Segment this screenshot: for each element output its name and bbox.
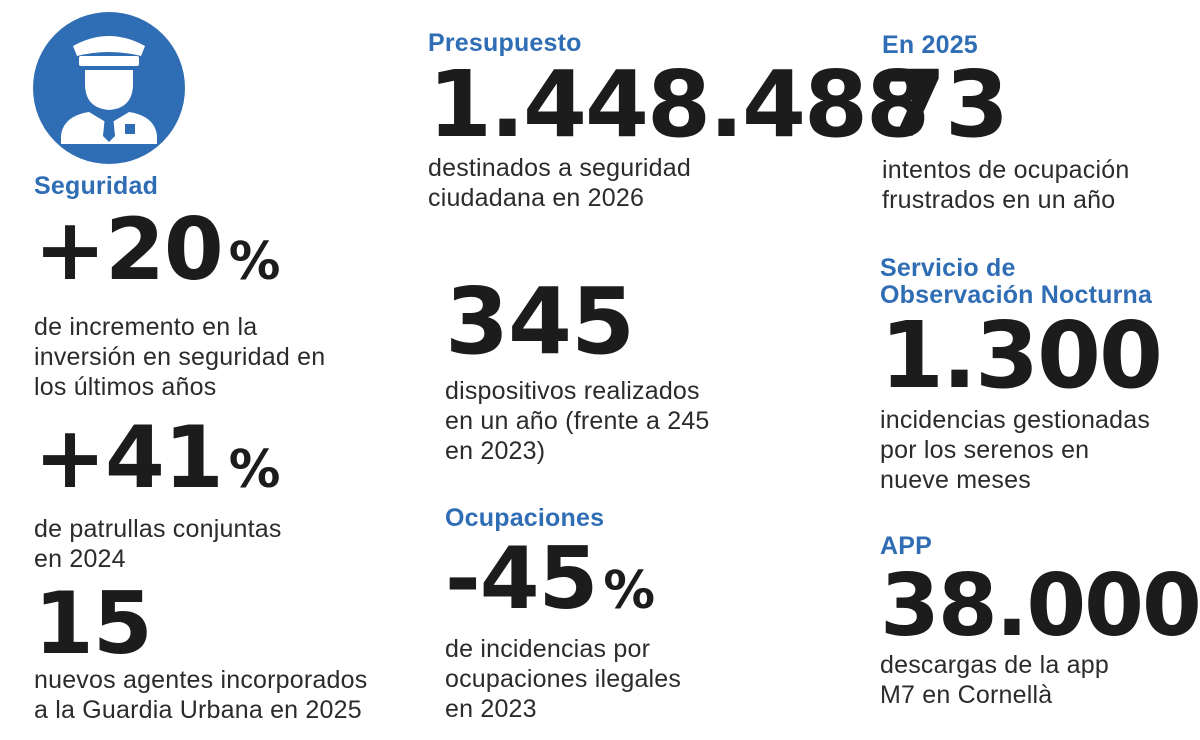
stat-value: +20% <box>34 200 281 300</box>
stat-value: 1.300 <box>880 302 1163 409</box>
stat-label: APP <box>880 532 933 560</box>
stat-description: intentos de ocupación frustrados en un a… <box>882 156 1130 214</box>
stat-value: 38.000 <box>880 556 1200 656</box>
stat-dispositivos: 345 dispositivos realizados en un año (f… <box>445 268 825 466</box>
stat-observacion-nocturna: Servicio de Observación Nocturna 1.300 i… <box>880 255 1190 495</box>
stat-label: En 2025 <box>882 31 978 59</box>
stat-app: APP 38.000 descargas de la app M7 en Cor… <box>880 532 1200 710</box>
stat-patrullas: +41% de patrullas conjuntas en 2024 <box>34 408 414 574</box>
stat-description: destinados a seguridad ciudadana en 2026 <box>428 154 691 212</box>
stat-label: Presupuesto <box>428 29 582 57</box>
stat-description: de incidencias por ocupaciones ilegales … <box>445 635 682 723</box>
police-officer-icon <box>33 12 185 164</box>
stat-label: Seguridad <box>34 172 159 200</box>
stat-description: nuevos agentes incorporados a la Guardia… <box>34 666 368 724</box>
stat-seguridad: Seguridad +20% de incremento en la inver… <box>34 173 414 402</box>
stat-en-2025: En 2025 73 intentos de ocupación frustra… <box>882 32 1182 215</box>
stat-value: -45% <box>445 529 656 629</box>
stat-value: 1.448.488 <box>428 51 930 158</box>
stat-description: dispositivos realizados en un año (frent… <box>445 377 710 465</box>
stat-value: +41% <box>34 408 281 508</box>
stat-value: 345 <box>445 268 635 375</box>
stat-label: Ocupaciones <box>445 504 605 532</box>
stat-value: 73 <box>882 51 1009 158</box>
stat-description: de incremento en la inversión en segurid… <box>34 313 326 401</box>
stat-description: descargas de la app M7 en Cornellà <box>880 651 1109 709</box>
stat-description: de patrullas conjuntas en 2024 <box>34 515 282 573</box>
stat-value: 15 <box>34 574 153 674</box>
stat-agentes: 15 nuevos agentes incorporados a la Guar… <box>34 574 434 725</box>
stat-label: Servicio de Observación Nocturna <box>880 254 1153 309</box>
stat-ocupaciones: Ocupaciones -45% de incidencias por ocup… <box>445 505 825 724</box>
stat-description: incidencias gestionadas por los serenos … <box>880 406 1151 494</box>
stat-presupuesto: Presupuesto 1.448.488 destinados a segur… <box>428 29 930 213</box>
